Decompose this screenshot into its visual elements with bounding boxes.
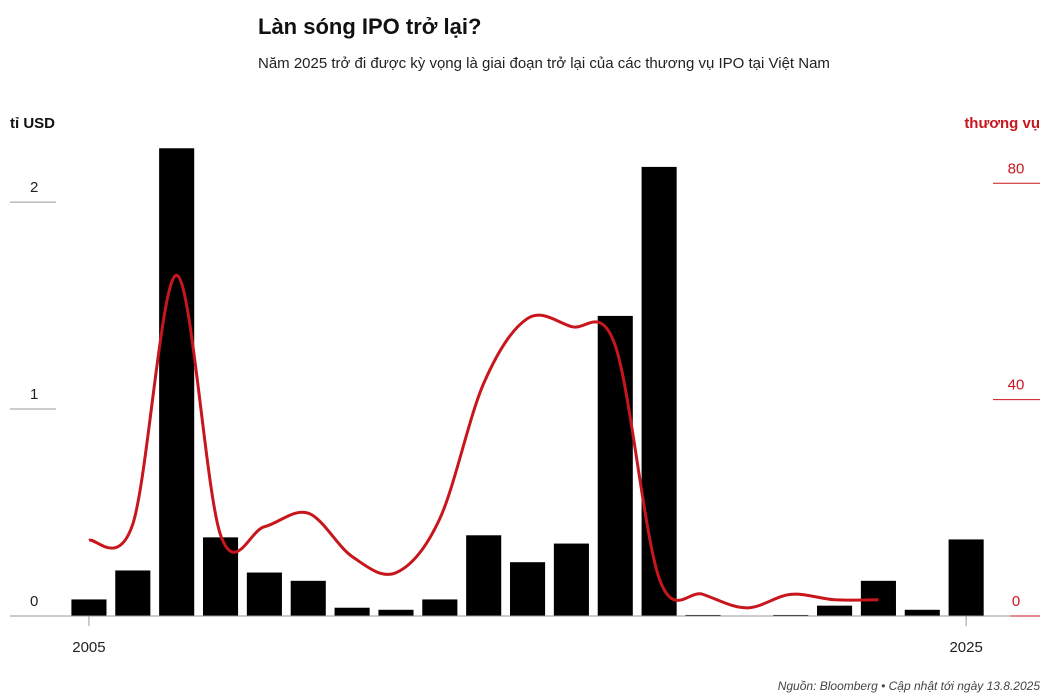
deal-line (88, 273, 879, 610)
y2-tick-label: 0 (1012, 593, 1020, 610)
chart-subtitle: Năm 2025 trở đi được kỳ vọng là giai đoạ… (258, 55, 830, 72)
bar (510, 562, 546, 616)
x-tick-label: 2005 (72, 639, 105, 656)
bar (159, 148, 195, 616)
bar (904, 609, 940, 616)
y2-tick-label: 80 (1008, 160, 1025, 177)
bar (378, 609, 414, 616)
bar (202, 537, 239, 616)
x-tick-label: 2025 (949, 639, 982, 656)
source-note: Nguồn: Bloomberg • Cập nhật tới ngày 13.… (778, 679, 1041, 693)
bar (290, 580, 326, 616)
chart-title: Làn sóng IPO trở lại? (258, 14, 481, 39)
bar (553, 543, 589, 616)
bar (817, 605, 853, 616)
y-tick-label: 1 (30, 386, 38, 403)
y2-tick-label: 40 (1008, 377, 1025, 394)
bar (466, 535, 502, 616)
bar (597, 315, 633, 616)
bar (334, 607, 370, 616)
y2-axis-label: thương vụ (964, 115, 1040, 132)
bar (641, 166, 677, 616)
bar (71, 599, 107, 616)
bar (422, 599, 458, 616)
bar (685, 614, 721, 616)
y-axis-label: tỉ USD (10, 115, 55, 132)
bar (246, 572, 282, 616)
bar (773, 614, 809, 616)
bar (115, 570, 151, 616)
bar (948, 539, 984, 616)
y-tick-label: 0 (30, 593, 38, 610)
y-tick-label: 2 (30, 179, 38, 196)
